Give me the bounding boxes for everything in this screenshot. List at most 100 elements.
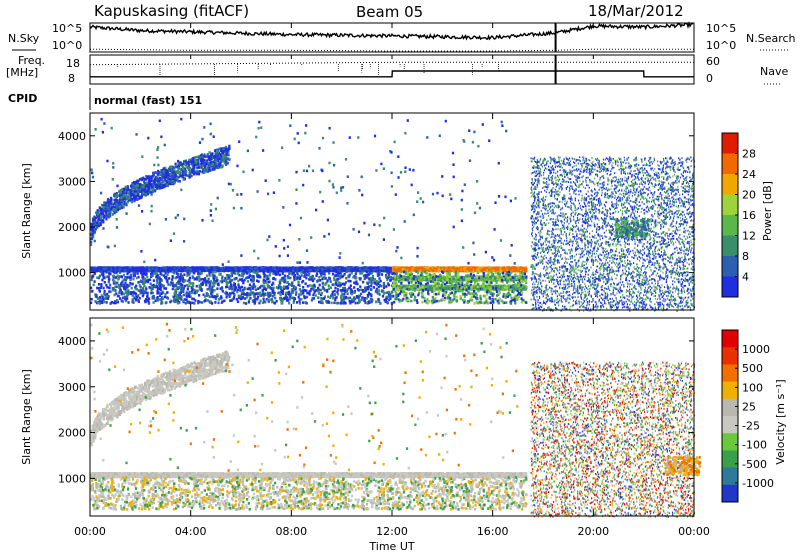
band-cell <box>157 268 160 272</box>
band-cell <box>510 267 513 271</box>
band-cell <box>248 268 251 271</box>
band-cell <box>249 266 252 269</box>
band-cell <box>106 266 109 270</box>
band-cell <box>343 267 346 270</box>
band-cell <box>179 268 182 271</box>
band-cell <box>106 268 109 271</box>
band-cell <box>298 269 301 272</box>
band-cell <box>484 268 487 271</box>
band-cell <box>215 266 219 269</box>
band-cell <box>360 268 363 272</box>
freq-tick-top: 18 <box>66 57 80 70</box>
band-cell <box>264 269 267 272</box>
band-cell <box>463 268 466 272</box>
band-cell <box>197 267 200 270</box>
band-cell <box>169 266 172 270</box>
band-cell <box>123 269 127 273</box>
band-cell <box>195 266 198 269</box>
band-cell <box>121 269 124 273</box>
band-cell <box>318 268 322 272</box>
band-cell <box>142 269 145 272</box>
band-cell <box>102 267 105 271</box>
band-cell <box>320 266 323 269</box>
band-cell <box>321 268 325 271</box>
band-cell <box>178 267 181 271</box>
band-cell <box>351 268 354 271</box>
band-cell <box>283 268 286 271</box>
band-cell <box>136 266 139 269</box>
band-cell <box>476 269 479 272</box>
band-cell <box>468 267 471 271</box>
band-cell <box>151 267 154 270</box>
band-cell <box>308 266 311 269</box>
band-cell <box>336 269 339 273</box>
band-cell <box>252 268 255 272</box>
band-cell <box>183 266 187 269</box>
band-cell <box>222 268 225 272</box>
band-cell <box>364 267 367 271</box>
noise-tick-top: 10^5 <box>52 22 82 35</box>
band-cell <box>347 266 350 270</box>
band-cell <box>129 266 132 270</box>
band-cell <box>289 267 292 270</box>
band-cell <box>121 266 125 270</box>
band-cell <box>177 266 180 269</box>
band-cell <box>224 269 228 272</box>
band-cell <box>301 269 304 272</box>
band-cell <box>382 269 385 272</box>
band-cell <box>112 266 115 270</box>
band-cell <box>175 269 178 272</box>
band-cell <box>381 267 384 270</box>
band-cell <box>288 268 291 272</box>
band-cell <box>313 269 316 272</box>
band-cell <box>180 269 183 273</box>
band-cell <box>267 268 271 272</box>
band-cell <box>311 267 314 270</box>
band-cell <box>257 267 260 270</box>
band-cell <box>237 268 240 272</box>
band-cell <box>182 267 185 271</box>
band-cell <box>260 267 264 270</box>
band-cell <box>355 268 358 272</box>
band-cell <box>160 269 163 272</box>
band-cell <box>154 267 157 270</box>
noise-right-tick-bottom: 10^0 <box>706 39 736 52</box>
band-cell <box>141 267 144 270</box>
band-cell <box>140 266 143 270</box>
band-cell <box>309 268 312 272</box>
band-cell <box>198 266 201 270</box>
band-cell <box>379 269 383 272</box>
band-cell <box>132 268 135 272</box>
band-cell <box>353 267 356 271</box>
band-cell <box>104 266 107 269</box>
band-cell <box>201 269 204 273</box>
band-cell <box>213 266 216 269</box>
band-cell <box>218 269 222 272</box>
band-cell <box>331 269 334 273</box>
band-cell <box>108 266 111 269</box>
band-cell <box>507 266 510 270</box>
band-cell <box>446 268 449 272</box>
band-cell <box>372 266 375 270</box>
band-cell <box>358 267 361 271</box>
band-cell <box>260 268 264 272</box>
band-cell <box>211 269 214 272</box>
band-cell <box>417 267 420 271</box>
band-cell <box>356 268 359 271</box>
band-cell <box>110 268 113 271</box>
band-cell <box>216 269 219 273</box>
band-cell <box>187 267 190 270</box>
band-cell <box>310 267 313 270</box>
band-cell <box>367 266 370 270</box>
nsky-label: N.Sky <box>8 32 40 45</box>
band-cell <box>338 267 341 270</box>
nave-tick-bottom: 0 <box>706 72 713 85</box>
band-cell <box>435 267 438 271</box>
band-cell <box>159 266 162 270</box>
band-cell <box>139 268 142 272</box>
band-cell <box>443 267 446 270</box>
band-cell <box>305 268 308 272</box>
band-cell <box>220 266 223 270</box>
band-cell <box>148 268 151 272</box>
beam-title: Beam 05 <box>356 3 423 21</box>
